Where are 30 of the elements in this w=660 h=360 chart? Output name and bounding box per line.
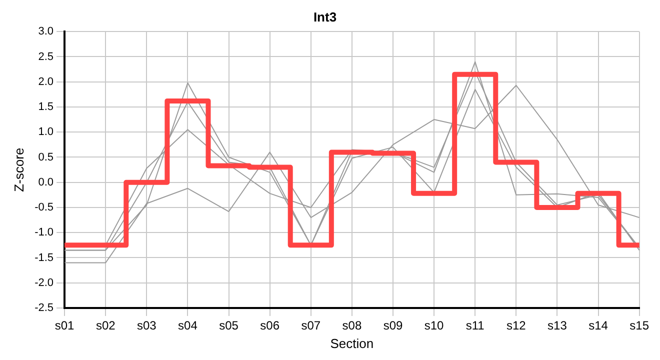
y-tick-label: 1.5 <box>38 101 54 114</box>
y-axis-title: Z-score <box>11 148 26 192</box>
x-axis-title: Section <box>330 336 374 351</box>
x-tick-label: s09 <box>383 318 403 333</box>
x-tick-label: s02 <box>96 318 116 333</box>
y-tick-label: 1.0 <box>38 126 54 138</box>
x-tick-label: s07 <box>301 318 321 333</box>
y-tick-label: -2.0 <box>34 276 54 289</box>
x-tick-label: s08 <box>342 318 362 333</box>
x-tick-label: s15 <box>630 318 650 333</box>
x-tick-label: s01 <box>54 318 75 333</box>
y-tick-label: -0.5 <box>34 202 54 214</box>
x-tick-label: s03 <box>136 318 157 333</box>
y-tick-label: 0.5 <box>38 151 54 164</box>
x-tick-label: s04 <box>178 318 198 333</box>
x-tick-label: s06 <box>260 318 280 333</box>
x-tick-label: s13 <box>548 318 568 333</box>
y-tick-label: 2.0 <box>38 76 54 88</box>
chart-title: Int3 <box>313 9 337 24</box>
y-tick-label: -1.0 <box>34 226 54 239</box>
y-tick-label: -2.5 <box>34 302 54 314</box>
y-tick-label: -1.5 <box>34 252 54 264</box>
x-tick-label: s14 <box>588 318 608 333</box>
y-tick-label: 2.5 <box>38 50 54 63</box>
y-tick-label: 0.0 <box>38 176 54 188</box>
x-tick-label: s12 <box>506 318 526 333</box>
x-tick-label: s05 <box>219 318 239 333</box>
x-tick-label: s10 <box>424 318 444 333</box>
x-tick-label: s11 <box>466 318 485 333</box>
y-tick-label: 3.0 <box>38 26 54 38</box>
